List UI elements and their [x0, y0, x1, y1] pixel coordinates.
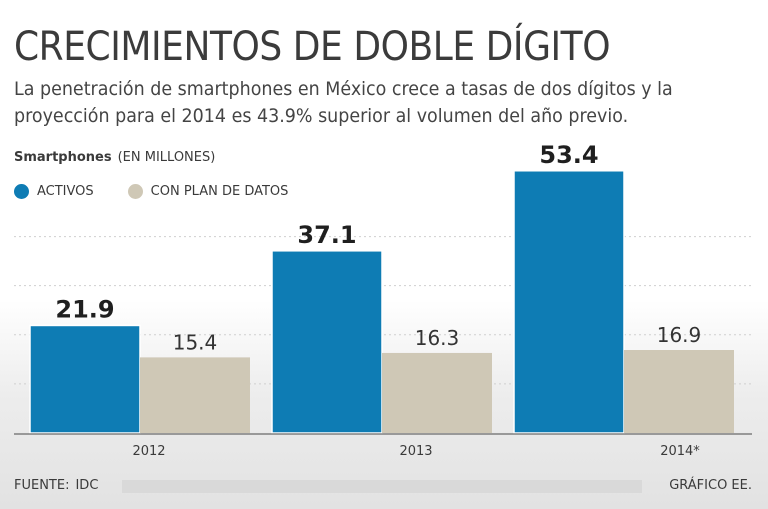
bar-activos-0	[29, 324, 141, 434]
source-label: FUENTE:	[14, 478, 70, 493]
units-label: Smartphones (EN MILLONES)	[14, 150, 215, 165]
bar-plan-datos-1	[382, 352, 492, 433]
chart-subtitle: La penetración de smartphones en México …	[14, 78, 673, 127]
data-label-activos-0: 21.9	[55, 295, 114, 323]
legend-label-plan-datos: CON PLAN DE DATOS	[150, 184, 289, 199]
data-label-activos-2: 53.4	[539, 141, 598, 169]
legend-label-activos: ACTIVOS	[37, 184, 94, 199]
x-tick-label-0: 2012	[132, 444, 165, 459]
units-name: Smartphones	[14, 150, 112, 165]
data-label-plan-datos-1: 16.3	[415, 326, 460, 350]
units-note: (EN MILLONES)	[117, 150, 216, 165]
legend: ACTIVOS CON PLAN DE DATOS	[14, 184, 322, 199]
credit: GRÁFICO EE.	[669, 478, 752, 493]
bar-plan-datos-0	[140, 357, 250, 433]
data-label-plan-datos-0: 15.4	[173, 330, 218, 354]
legend-swatch-plan-datos	[127, 184, 143, 199]
bar-activos-2	[513, 170, 625, 434]
source: FUENTE: IDC	[14, 478, 104, 493]
footer-divider-bar	[122, 480, 642, 493]
legend-swatch-activos	[14, 184, 29, 199]
x-tick-label-2: 2014*	[660, 444, 700, 459]
footer: FUENTE: IDC GRÁFICO EE.	[14, 478, 752, 496]
legend-item-plan-datos: CON PLAN DE DATOS	[127, 184, 289, 199]
bar-activos-1	[271, 250, 383, 434]
data-label-plan-datos-2: 16.9	[657, 323, 702, 347]
source-value: IDC	[75, 478, 99, 493]
bar-plan-datos-2	[624, 350, 734, 433]
data-label-activos-1: 37.1	[297, 221, 356, 249]
legend-item-activos: ACTIVOS	[14, 184, 94, 199]
chart-title: CRECIMIENTOS DE DOBLE DÍGITO	[14, 24, 611, 70]
x-tick-label-1: 2013	[399, 444, 432, 459]
